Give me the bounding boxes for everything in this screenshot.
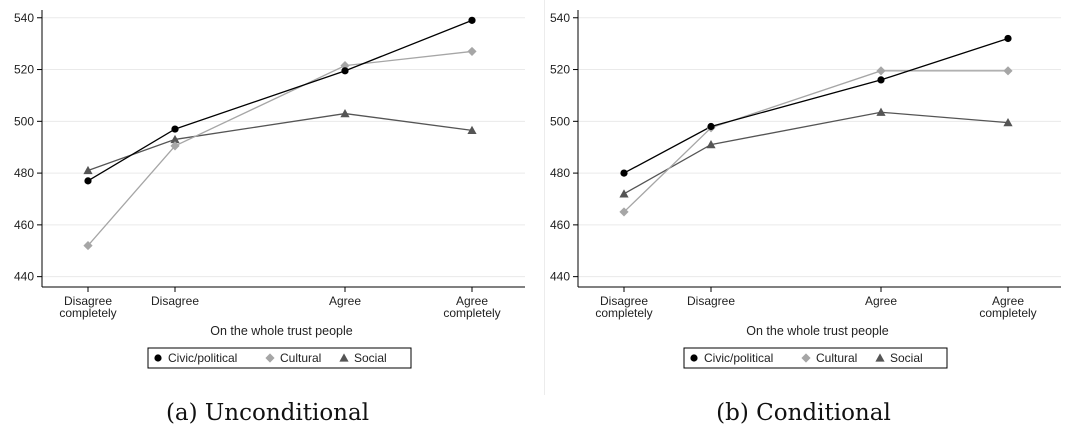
data-point-civic-political [468,16,476,24]
x-tick-label: completely [59,306,116,320]
y-tick-label: 540 [14,11,34,25]
legend-marker-social [875,353,885,362]
legend [683,347,948,369]
x-tick-label: Disagree [151,294,199,308]
y-tick-label: 500 [550,114,570,128]
data-point-social [706,140,716,149]
legend-label-cultural: Cultural [280,351,321,365]
data-point-social [619,189,629,198]
y-tick-label: 520 [14,63,34,77]
data-point-civic-political [1004,34,1012,43]
data-point-social [170,134,180,144]
series-line-civic-political [87,19,473,182]
x-tick-label: Agree [329,294,361,308]
y-tick-label: 520 [550,63,570,77]
caption-unconditional: (a) Unconditional [165,400,370,426]
x-tick-label: Agree [456,294,488,308]
legend-label-social: Social [354,351,387,365]
chart-panel-conditional: 440 460 480 500 520 540 Disagree completely Disa… [536,0,1071,439]
legend-label-civic-political: Civic/political [704,351,773,365]
series-line-civic-political [623,37,1009,174]
chart-unconditional: 440460480500520540DisagreecompletelyDisa… [14,10,525,369]
x-axis-title: On the whole trust people [746,324,888,338]
panel-divider [544,0,545,395]
data-point-cultural [876,66,886,76]
data-point-social [83,165,93,175]
x-tick-label: Disagree [600,294,648,308]
data-point-civic-political [877,76,885,84]
y-tick-label: 480 [550,166,570,180]
x-tick-label: completely [443,306,500,320]
data-point-cultural [619,207,629,217]
data-point-cultural [83,240,93,251]
data-point-cultural [340,61,350,71]
data-point-civic-political [620,169,628,177]
y-tick-label: 440 [14,270,34,284]
x-tick-label: Agree [865,294,897,308]
y-tick-label: 440 [550,270,570,284]
data-point-civic-political [341,67,349,75]
data-point-civic-political [171,125,179,133]
y-tick-label: 460 [14,218,34,232]
chart-conditional: 440460480500520540DisagreecompletelyDisa… [550,10,1061,369]
data-point-social [876,107,886,116]
legend [147,347,412,369]
legend-marker-social [339,353,349,362]
chart-panel-unconditional: 440 460 480 500 520 540 Disagree completely Disa… [0,0,535,439]
legend-label-cultural: Cultural [816,351,857,365]
data-point-social [467,125,477,135]
y-tick-label: 480 [14,166,34,180]
x-tick-label: Disagree [687,294,735,308]
legend-label-social: Social [890,351,923,365]
data-point-cultural [170,141,180,151]
y-tick-label: 500 [14,114,34,128]
legend-marker-cultural [801,353,811,363]
y-tick-label: 540 [550,11,570,25]
data-point-civic-political [84,177,92,185]
x-tick-label: Agree [992,294,1024,308]
data-point-social [1003,118,1013,127]
x-tick-label: completely [595,306,652,320]
data-point-social [340,108,350,118]
legend-marker-civic-political [690,354,698,362]
series-line-cultural [623,70,1008,213]
y-tick-label: 460 [550,218,570,232]
legend-label-civic-political: Civic/political [168,351,237,365]
legend-marker-civic-political [154,354,162,362]
caption-conditional: (b) Conditional [716,400,891,426]
x-tick-label: Disagree [64,294,112,308]
series-line-cultural [87,50,473,247]
data-point-civic-political [707,122,715,131]
x-axis-title: On the whole trust people [210,324,352,338]
series-line-social [87,112,473,172]
legend-marker-cultural [265,353,275,363]
x-tick-label: completely [979,306,1036,320]
series-line-social [623,111,1009,195]
data-point-cultural [467,46,477,57]
data-point-cultural [1003,66,1013,76]
